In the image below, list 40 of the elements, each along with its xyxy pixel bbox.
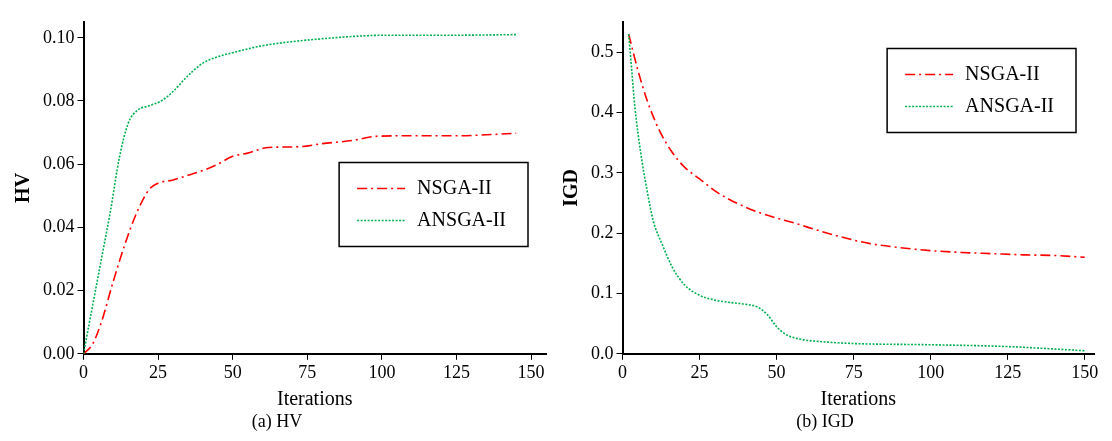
line-series [83, 132, 517, 354]
x-tick-label: 75 [298, 362, 317, 383]
y-tick-label: 0.06 [43, 152, 75, 173]
x-axis-title: Iterations [276, 386, 353, 409]
y-tick-label: 0.4 [591, 101, 614, 122]
line-series [627, 33, 1086, 352]
x-tick-label: 75 [844, 362, 863, 383]
y-axis-title: IGD [559, 169, 582, 207]
x-tick-label: 150 [517, 362, 545, 383]
line-series [83, 33, 517, 354]
y-axis-title: HV [11, 172, 34, 203]
y-tick-label: 0.0 [591, 342, 614, 363]
x-tick-label: 25 [149, 362, 168, 383]
y-tick-label: 0.00 [43, 342, 75, 363]
legend-label: ANSGA-II [965, 93, 1055, 116]
y-tick-label: 0.2 [591, 221, 614, 242]
y-tick-label: 0.1 [591, 282, 614, 303]
legend-label: NSGA-II [965, 61, 1040, 84]
legend-label: ANSGA-II [417, 207, 507, 230]
x-tick-label: 50 [223, 362, 242, 383]
y-tick-label: 0.5 [591, 40, 614, 61]
legend-label: NSGA-II [417, 175, 492, 198]
x-tick-label: 50 [767, 362, 786, 383]
x-tick-label: 0 [618, 362, 627, 383]
x-tick-label: 150 [1071, 362, 1099, 383]
y-tick-label: 0.3 [591, 161, 614, 182]
text: (a) HV [251, 410, 303, 432]
x-tick-label: 125 [442, 362, 470, 383]
x-axis-title: Iterations [820, 386, 897, 409]
y-tick-label: 0.10 [43, 26, 75, 47]
y-tick-label: 0.02 [43, 279, 75, 300]
x-tick-label: 100 [368, 362, 396, 383]
x-tick-label: 125 [994, 362, 1022, 383]
y-tick-label: 0.04 [43, 216, 75, 237]
line-series [627, 33, 1086, 259]
x-tick-label: 100 [917, 362, 945, 383]
text: (b) IGD [796, 410, 854, 432]
y-tick-label: 0.08 [43, 89, 75, 110]
x-tick-label: 0 [79, 362, 88, 383]
x-tick-label: 25 [690, 362, 709, 383]
